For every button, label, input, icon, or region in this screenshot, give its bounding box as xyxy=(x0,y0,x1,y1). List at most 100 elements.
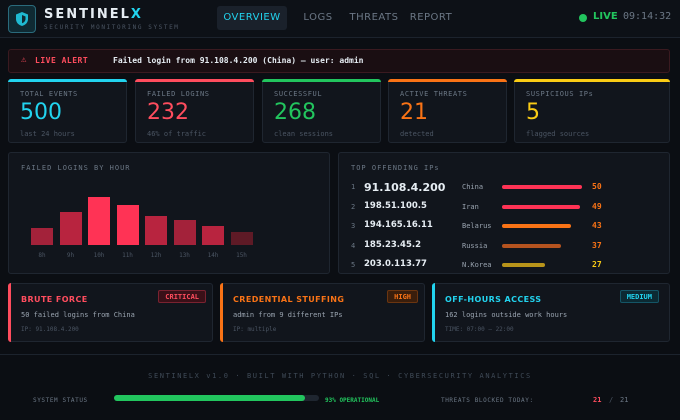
threat-card-brute-force[interactable]: BRUTE FORCE CRITICAL 50 failed logins fr… xyxy=(8,283,213,342)
ip-country: Russia xyxy=(462,241,488,250)
tab-overview[interactable]: OVERVIEW xyxy=(217,6,287,30)
stat-label: SUSPICIOUS IPs xyxy=(526,90,594,98)
hour-tick-label: 9h xyxy=(66,252,75,259)
threat-card-credential-stuffing[interactable]: CREDENTIAL STUFFING HIGH admin from 9 di… xyxy=(220,283,425,342)
hour-bar-9h xyxy=(59,211,82,245)
footer-divider xyxy=(0,354,680,355)
stat-card-suspicious-ips[interactable]: SUSPICIOUS IPs 5 flagged sources xyxy=(514,79,670,143)
ip-count-bar xyxy=(502,204,581,209)
ip-address: 203.0.113.77 xyxy=(364,259,427,269)
ip-rank: 1 xyxy=(351,183,356,191)
stat-card-active-threats[interactable]: ACTIVE THREATS 21 detected xyxy=(388,79,507,143)
threat-meta: IP: 91.108.4.200 xyxy=(21,326,79,333)
footer-credits: SENTINELX v1.0 · BUILT WITH PYTHON · SQL… xyxy=(148,372,532,380)
hour-tick-label: 14h xyxy=(207,252,219,259)
brand-name: SENTINELX xyxy=(44,7,143,22)
warning-icon: ⚠ xyxy=(21,55,27,65)
ip-count-bar xyxy=(502,224,571,228)
stat-card-failed-logins[interactable]: FAILED LOGINS 232 46% of traffic xyxy=(135,79,254,143)
threat-card-off-hours-access[interactable]: OFF-HOURS ACCESS MEDIUM 162 logins outsi… xyxy=(432,283,670,342)
hour-tick-label: 13h xyxy=(179,252,190,259)
accent-bar xyxy=(514,79,670,82)
ip-row[interactable]: 3 194.165.16.11 Belarus 43 xyxy=(349,220,669,234)
threat-meta: IP: multiple xyxy=(233,326,277,333)
ip-count: 27 xyxy=(592,260,602,269)
top-bar: SENTINELX SECURITY MONITORING SYSTEM OVE… xyxy=(0,0,680,38)
accent-bar xyxy=(8,283,11,342)
ip-address: 198.51.100.5 xyxy=(364,200,427,211)
stat-label: ACTIVE THREATS xyxy=(400,90,468,98)
threat-description: 50 failed logins from China xyxy=(21,311,135,319)
panel-title: TOP OFFENDING IPs xyxy=(351,164,440,172)
threat-title: BRUTE FORCE xyxy=(21,295,88,304)
ip-count: 49 xyxy=(592,201,602,211)
threat-title: CREDENTIAL STUFFING xyxy=(233,295,345,304)
threats-blocked-total: 21 xyxy=(620,396,629,404)
hour-bar-15h xyxy=(230,232,253,245)
live-alert-banner[interactable]: ⚠ LIVE ALERT Failed login from 91.108.4.… xyxy=(8,49,670,73)
tab-report[interactable]: REPORT xyxy=(409,12,453,23)
stat-label: FAILED LOGINS xyxy=(147,90,210,98)
system-status-value: 93% OPERATIONAL xyxy=(325,397,380,404)
severity-badge: CRITICAL xyxy=(158,290,206,303)
brand-subtitle: SECURITY MONITORING SYSTEM xyxy=(44,24,180,31)
severity-badge: MEDIUM xyxy=(619,290,659,303)
tab-threats[interactable]: THREATS xyxy=(349,12,399,23)
hour-bar-10h xyxy=(88,197,110,245)
hour-tick-label: 10h xyxy=(93,252,105,259)
top-ips-panel: TOP OFFENDING IPs 1 91.108.4.200 China 50 2 1… xyxy=(338,152,670,274)
threat-title: OFF-HOURS ACCESS xyxy=(445,295,542,304)
ip-country: N.Korea xyxy=(462,261,492,269)
stat-sub: clean sessions xyxy=(274,130,334,138)
system-status-label: SYSTEM STATUS xyxy=(33,397,88,404)
ip-count-bar xyxy=(502,185,582,189)
ip-country: Belarus xyxy=(462,222,492,230)
stat-value: 500 xyxy=(20,100,62,125)
stat-sub: 46% of traffic xyxy=(147,130,207,138)
hour-bar-12h xyxy=(145,215,167,245)
ip-count-bar xyxy=(502,243,562,248)
ip-count: 50 xyxy=(592,182,602,191)
hour-bar-13h xyxy=(173,219,196,245)
hour-tick-label: 11h xyxy=(122,252,133,259)
alert-message: Failed login from 91.108.4.200 (China) —… xyxy=(113,56,364,65)
stat-card-total-events[interactable]: TOTAL EVENTS 500 last 24 hours xyxy=(8,79,127,143)
threat-description: admin from 9 different IPs xyxy=(233,311,343,319)
ip-row[interactable]: 5 203.0.113.77 N.Korea 27 xyxy=(349,259,669,273)
alert-label: LIVE ALERT xyxy=(35,56,89,65)
stat-label: SUCCESSFUL xyxy=(274,90,323,98)
hour-tick-label: 15h xyxy=(236,252,247,259)
threat-meta: TIME: 07:00 — 22:00 xyxy=(445,326,514,333)
ip-country: China xyxy=(462,183,484,191)
ip-address: 91.108.4.200 xyxy=(364,181,446,194)
threats-blocked-label: THREATS BLOCKED TODAY: xyxy=(441,397,534,404)
stat-card-successful[interactable]: SUCCESSFUL 268 clean sessions xyxy=(262,79,381,143)
ip-rank: 2 xyxy=(351,202,356,211)
ip-row[interactable]: 1 91.108.4.200 China 50 xyxy=(349,181,669,195)
ip-address: 194.165.16.11 xyxy=(364,220,433,230)
accent-bar xyxy=(8,79,127,82)
live-indicator-icon xyxy=(579,14,587,22)
shield-logo-icon xyxy=(8,5,36,33)
stat-value: 21 xyxy=(400,100,428,125)
tab-logs[interactable]: LOGS xyxy=(303,12,333,23)
accent-bar xyxy=(388,79,507,82)
threats-blocked-count: 21 xyxy=(593,396,602,404)
hour-tick-label: 8h xyxy=(38,252,46,259)
hour-bar-11h xyxy=(116,205,139,245)
accent-bar xyxy=(432,283,435,342)
ip-count-bar xyxy=(502,263,546,267)
hour-bar-8h xyxy=(31,228,53,245)
stat-value: 5 xyxy=(526,100,540,125)
accent-bar xyxy=(220,283,223,342)
failed-logins-chart-panel: FAILED LOGINS BY HOUR 8h 9h 10h 11h 12h 13h 14… xyxy=(8,152,330,274)
ip-row[interactable]: 2 198.51.100.5 Iran 49 xyxy=(349,201,669,215)
ip-rank: 4 xyxy=(351,241,356,250)
stat-value: 268 xyxy=(274,100,316,125)
ip-row[interactable]: 4 185.23.45.2 Russia 37 xyxy=(349,240,669,254)
system-status-progress-bar xyxy=(114,395,319,401)
accent-bar xyxy=(135,79,254,82)
stat-sub: detected xyxy=(400,130,434,138)
stat-sub: last 24 hours xyxy=(20,130,75,138)
hour-bar-14h xyxy=(202,226,224,245)
